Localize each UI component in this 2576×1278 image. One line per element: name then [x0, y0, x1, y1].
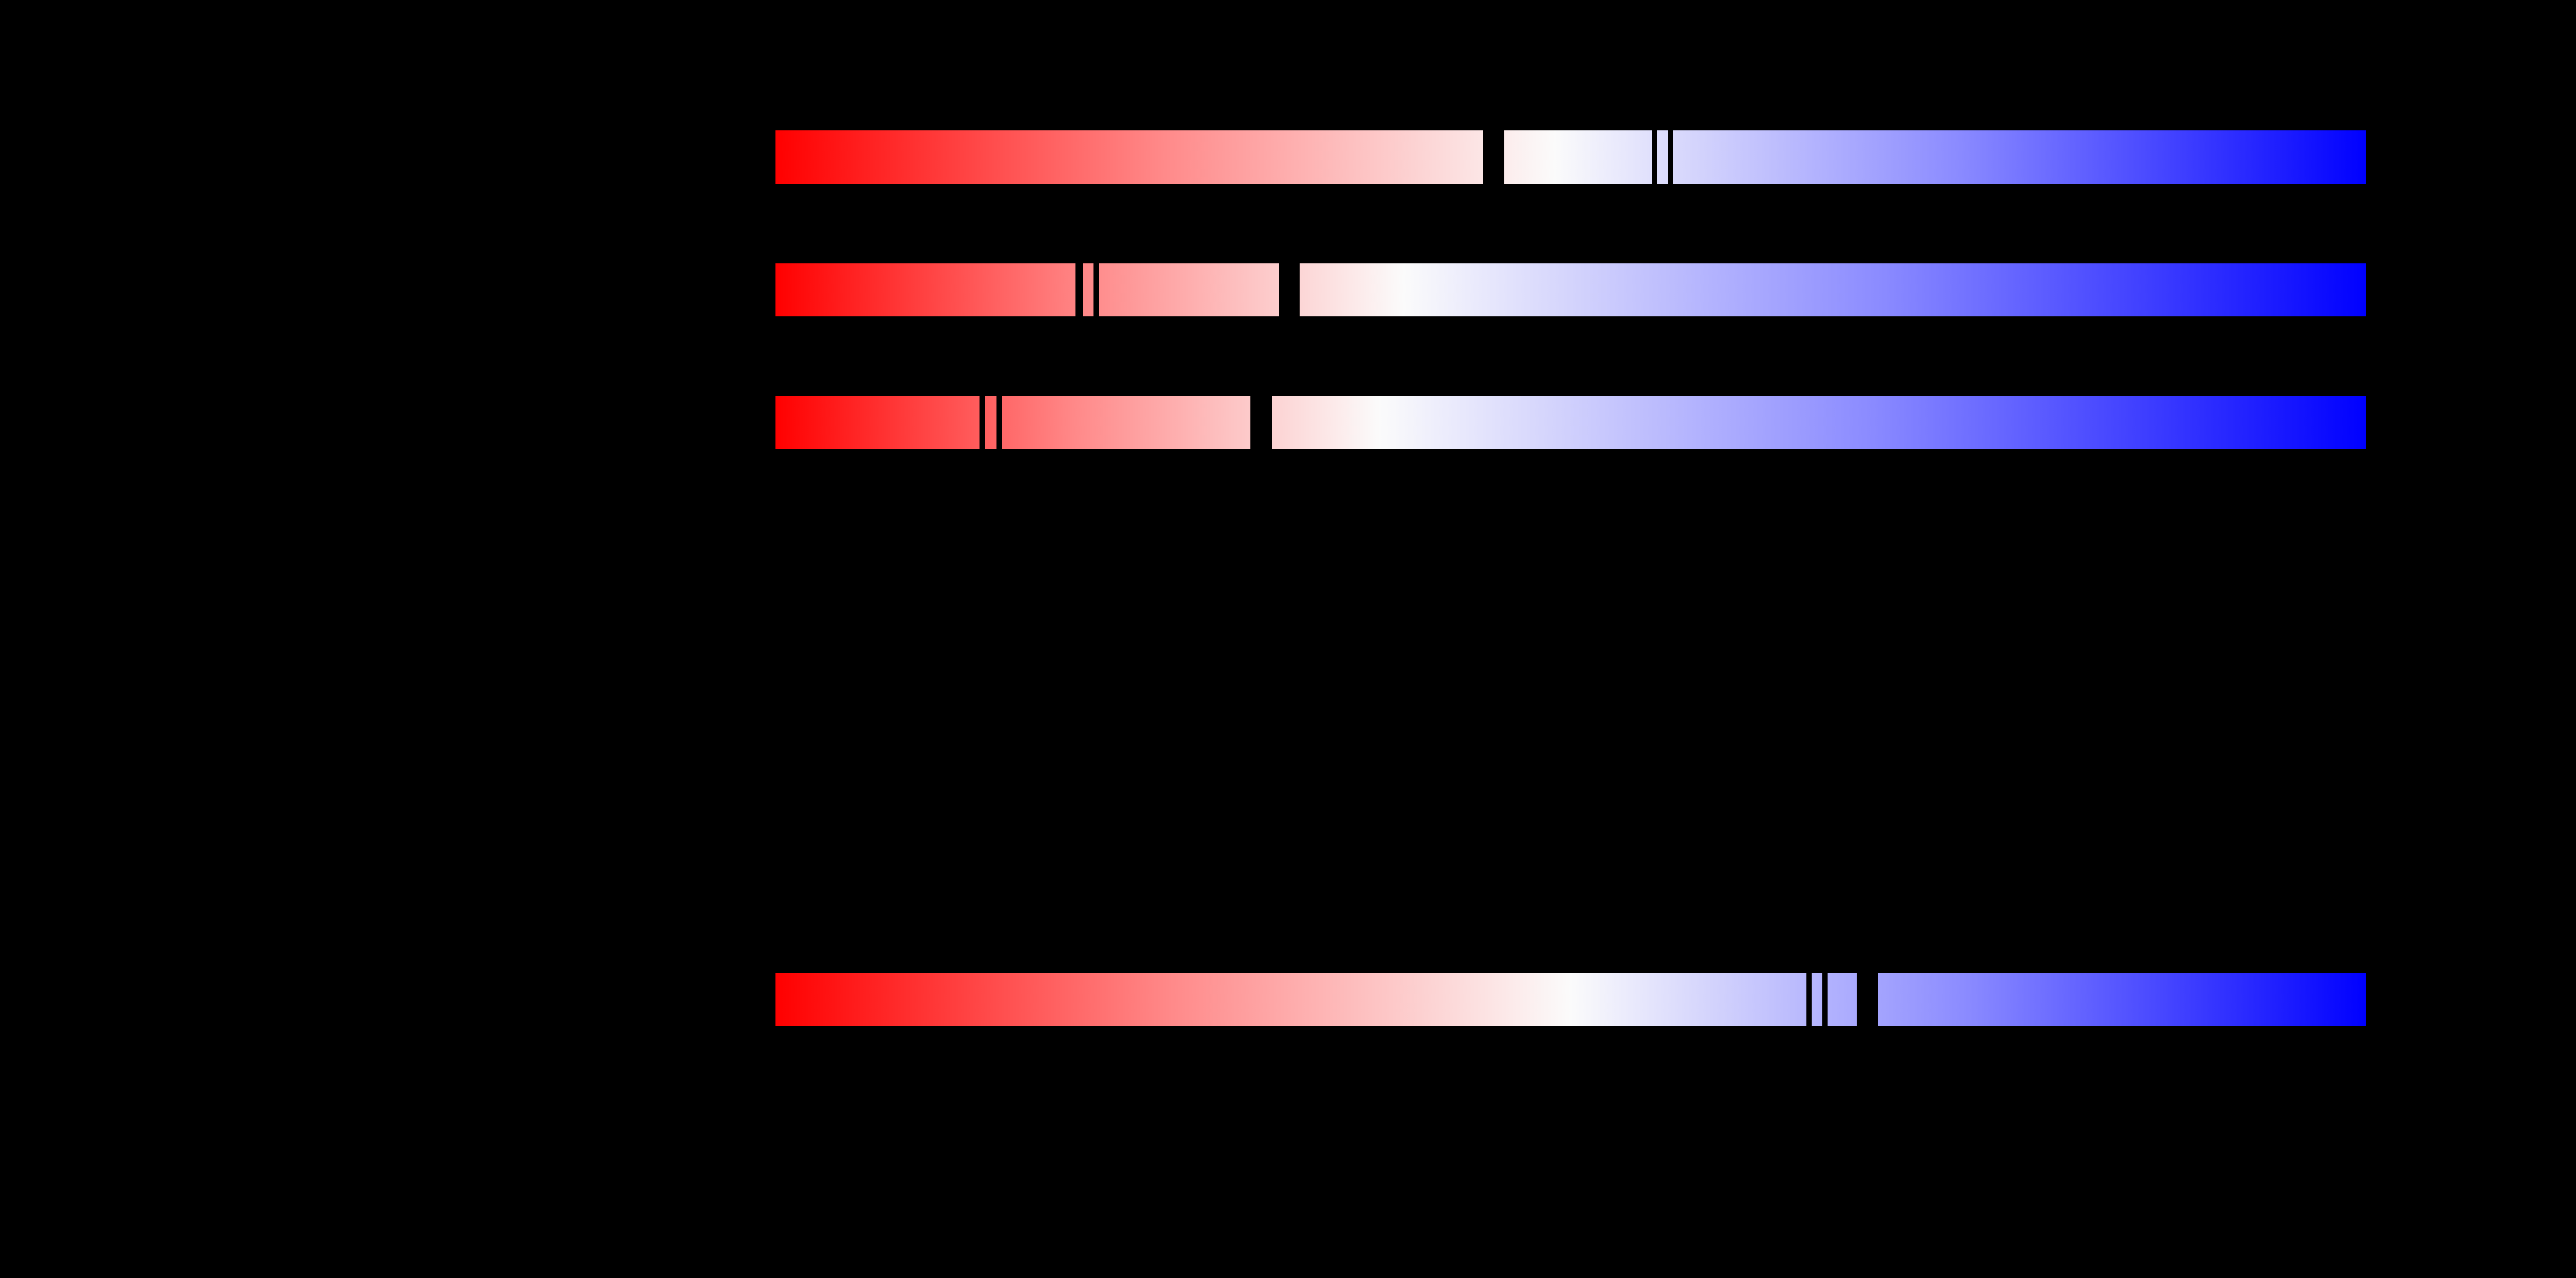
bar-break-gap — [1652, 130, 1657, 184]
bar-break-gap — [980, 396, 985, 449]
bar-break-gap — [1668, 130, 1673, 184]
gradient-bar-1 — [775, 130, 2366, 184]
bar-break-gap — [1806, 973, 1812, 1026]
bar-break-gap — [1279, 263, 1300, 316]
gradient-bar-3 — [775, 396, 2366, 449]
bar-break-gap — [1093, 263, 1099, 316]
bar-break-gap — [1075, 263, 1083, 316]
bar-break-gap — [996, 396, 1002, 449]
bar-break-gap — [1250, 396, 1272, 449]
bar-break-gap — [1483, 130, 1504, 184]
gradient-bar-4 — [775, 973, 2366, 1026]
bar-break-gap — [1857, 973, 1878, 1026]
gradient-bar-2 — [775, 263, 2366, 316]
bar-break-gap — [1822, 973, 1828, 1026]
